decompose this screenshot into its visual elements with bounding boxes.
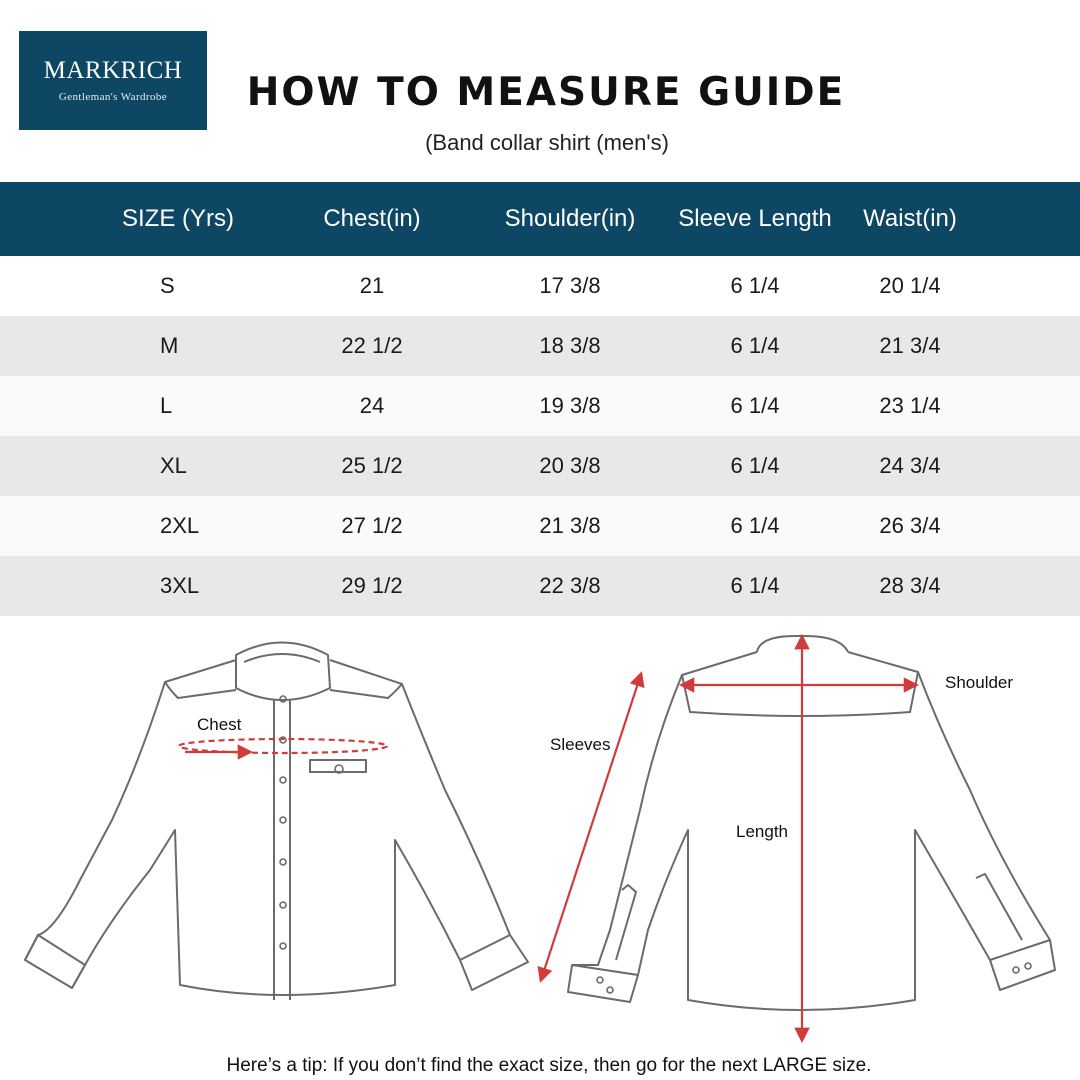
brand-tagline: Gentleman's Wardrobe	[58, 91, 168, 103]
sleeve-cell: 6 1/4	[730, 513, 780, 538]
chest-cell: 22 1/2	[341, 333, 403, 358]
size-cell: S	[160, 273, 175, 298]
waist-cell: 23 1/4	[879, 393, 941, 418]
waist-cell: 24 3/4	[879, 453, 941, 478]
chest-cell: 25 1/2	[341, 453, 403, 478]
chest-cell: 21	[359, 273, 385, 298]
chest-cell: 24	[359, 393, 385, 418]
measurement-diagram: Chest Sleeves Length Shoulder	[24, 633, 1056, 1044]
size-cell: L	[160, 393, 173, 418]
shoulder-cell: 21 3/8	[539, 513, 601, 538]
shoulder-cell: 22 3/8	[539, 573, 601, 598]
sleeve-cell: 6 1/4	[730, 333, 780, 358]
chest-measurement-line	[177, 737, 389, 760]
header-size: SIZE (Yrs)	[122, 205, 234, 232]
shoulder-cell: 17 3/8	[539, 273, 601, 298]
shoulder-cell: 18 3/8	[539, 333, 601, 358]
back-shirt-illustration	[567, 634, 1056, 1011]
length-label: Length	[736, 822, 788, 841]
sleeve-measurement-line	[537, 671, 645, 983]
waist-cell: 26 3/4	[879, 513, 941, 538]
table-row: L 24 19 3/8 6 1/4 23 1/4	[0, 376, 1080, 436]
sleeves-label: Sleeves	[550, 735, 610, 754]
header-shoulder: Shoulder(in)	[504, 205, 636, 232]
table-header: SIZE (Yrs) Chest(in) Shoulder(in) Sleeve…	[0, 182, 1080, 256]
header-chest: Chest(in)	[323, 205, 421, 232]
front-shirt-illustration	[24, 641, 529, 1000]
table-row: 2XL 27 1/2 21 3/8 6 1/4 26 3/4	[0, 496, 1080, 556]
size-cell: 2XL	[160, 513, 200, 538]
page-title: HOW TO MEASURE GUIDE	[246, 70, 846, 115]
shoulder-label: Shoulder	[945, 673, 1013, 692]
size-cell: XL	[160, 453, 187, 478]
sleeve-cell: 6 1/4	[730, 273, 780, 298]
brand-logo: MARKRICH Gentleman's Wardrobe	[19, 31, 207, 130]
table-row: 3XL 29 1/2 22 3/8 6 1/4 28 3/4	[0, 556, 1080, 616]
waist-cell: 28 3/4	[879, 573, 941, 598]
chest-cell: 27 1/2	[341, 513, 403, 538]
sleeve-cell: 6 1/4	[730, 573, 780, 598]
header-waist: Waist(in)	[863, 205, 957, 232]
header-sleeve-length: Sleeve Length	[678, 205, 832, 232]
waist-cell: 21 3/4	[879, 333, 941, 358]
brand-name: MARKRICH	[43, 57, 183, 84]
sleeve-cell: 6 1/4	[730, 453, 780, 478]
waist-cell: 20 1/4	[879, 273, 941, 298]
table-row: M 22 1/2 18 3/8 6 1/4 21 3/4	[0, 316, 1080, 376]
shoulder-cell: 20 3/8	[539, 453, 601, 478]
chest-label: Chest	[197, 715, 242, 734]
chest-cell: 29 1/2	[341, 573, 403, 598]
table-row: XL 25 1/2 20 3/8 6 1/4 24 3/4	[0, 436, 1080, 496]
sizing-tip: Here’s a tip: If you don’t find the exac…	[226, 1055, 872, 1076]
size-cell: 3XL	[160, 573, 200, 598]
table-row: S 21 17 3/8 6 1/4 20 1/4	[0, 256, 1080, 316]
page-subtitle: (Band collar shirt (men's)	[425, 130, 669, 155]
shoulder-cell: 19 3/8	[539, 393, 601, 418]
size-chart-table: SIZE (Yrs) Chest(in) Shoulder(in) Sleeve…	[0, 182, 1080, 616]
size-cell: M	[160, 333, 179, 358]
back-shirt-buttons	[596, 962, 1032, 994]
sleeve-cell: 6 1/4	[730, 393, 780, 418]
